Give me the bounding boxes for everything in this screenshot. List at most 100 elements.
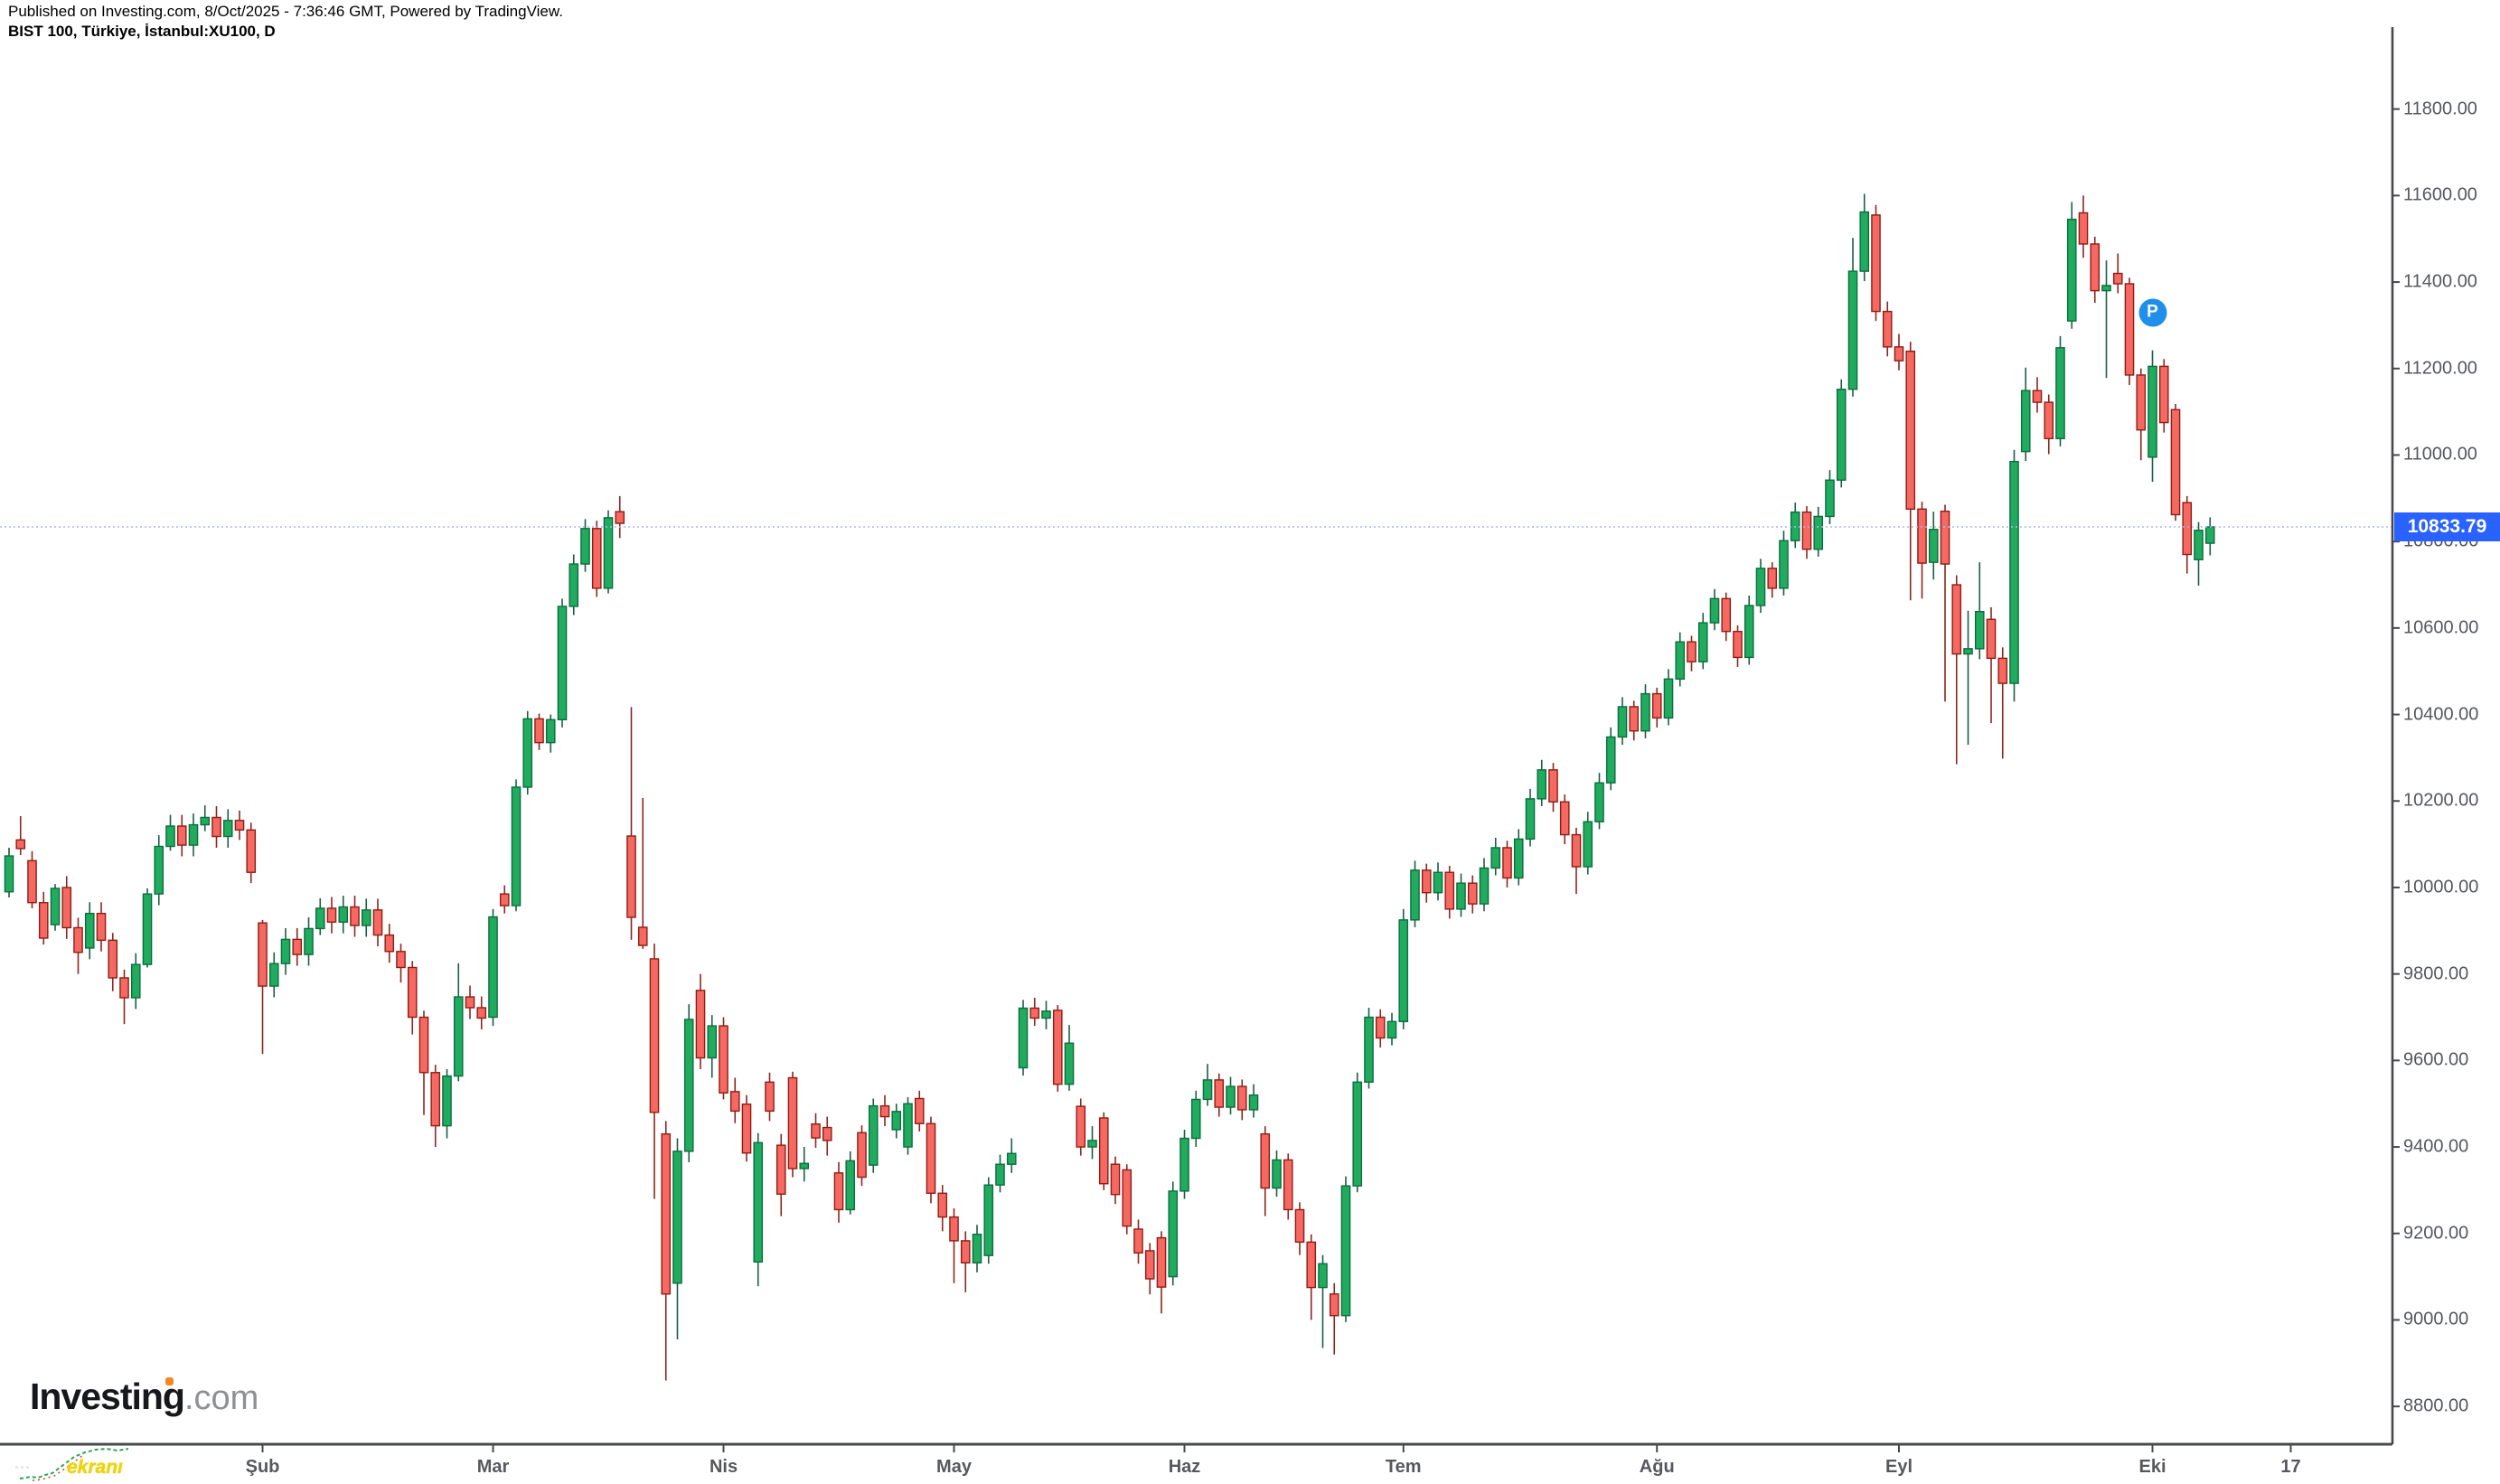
candle-down (1294, 1202, 1305, 1255)
candle-down (1052, 1005, 1063, 1092)
candle-down (2112, 253, 2123, 294)
price-tick-label: 11600.00 (2403, 184, 2477, 205)
candle-down (1721, 592, 1732, 642)
candle-up (154, 835, 164, 906)
investing-logo-com: .com (183, 1379, 259, 1417)
candle-up (2066, 202, 2077, 329)
time-tick-label: Haz (1168, 1457, 1201, 1477)
candle-down (2090, 236, 2101, 304)
candle-up (2055, 335, 2065, 446)
candle-down (1548, 763, 1558, 812)
candle-down (960, 1231, 971, 1292)
candle-down (1882, 301, 1893, 357)
candle-up (442, 1068, 452, 1139)
logo-orange-dot-icon (165, 1377, 174, 1385)
time-tick-label: Nis (709, 1457, 738, 1477)
candle-down (430, 1065, 441, 1148)
candle-up (1479, 858, 1490, 912)
candle-up (1318, 1254, 1328, 1348)
candle-down (695, 973, 706, 1069)
candle-up (1248, 1084, 1259, 1118)
event-marker-p[interactable]: P (2138, 298, 2166, 327)
candle-up (1364, 1007, 1374, 1089)
candle-up (222, 809, 233, 848)
candle-down (1940, 504, 1950, 702)
candle-up (1928, 512, 1939, 580)
candle-down (2182, 495, 2193, 574)
candle-down (396, 944, 406, 983)
candle-down (729, 1077, 740, 1123)
candle-up (1825, 470, 1835, 525)
candle-up (84, 902, 95, 960)
candle-down (2136, 368, 2147, 461)
candle-down (418, 1010, 429, 1115)
candle-up (50, 884, 61, 931)
candle-up (707, 1015, 718, 1078)
candle-down (96, 902, 107, 952)
candle-up (1537, 759, 1547, 807)
candle-up (580, 519, 590, 572)
candle-down (1767, 562, 1778, 598)
time-tick-label: Eki (2138, 1457, 2166, 1477)
price-tick-label: 9000.00 (2403, 1309, 2469, 1329)
candle-down (811, 1113, 821, 1149)
candle-down (1951, 575, 1962, 765)
candle-up (511, 779, 522, 912)
candle-down (1156, 1231, 1167, 1314)
price-tick-label: 10600.00 (2403, 617, 2479, 638)
candle-down (1260, 1126, 1271, 1216)
candle-up (672, 1138, 682, 1340)
candle-up (268, 952, 279, 998)
candle-down (1110, 1156, 1121, 1205)
candle-up (1847, 238, 1858, 397)
candle-up (1410, 860, 1420, 927)
candle-up (361, 898, 371, 937)
watermark-ghost-text: ··· (14, 1459, 31, 1477)
candle-down (1236, 1079, 1247, 1121)
investing-logo-text: Investing (30, 1376, 185, 1417)
candle-up (200, 805, 211, 831)
candle-up (1790, 502, 1800, 549)
price-tick-label: 10200.00 (2403, 790, 2479, 811)
candle-up (1180, 1129, 1189, 1199)
candle-up (1352, 1072, 1363, 1193)
candle-down (1467, 875, 1478, 914)
time-tick-label: 17 (2280, 1457, 2301, 1477)
candle-down (2170, 404, 2181, 521)
candle-down (119, 969, 129, 1025)
watermark-sparkline-icon (19, 1447, 129, 1481)
candle-down (1098, 1112, 1109, 1190)
candle-up (453, 963, 464, 1082)
candle-down (949, 1208, 959, 1283)
candle-down (2158, 359, 2169, 433)
candle-down (499, 885, 510, 914)
candle-up (304, 916, 314, 966)
candle-up (2009, 449, 2019, 702)
candle-down (1733, 625, 1743, 667)
candle-down (1871, 204, 1881, 322)
candle-down (615, 495, 625, 539)
candle-down (1329, 1282, 1339, 1355)
candle-down (2124, 277, 2135, 385)
candle-down (534, 713, 544, 750)
candle-down (1905, 342, 1916, 601)
candle-down (476, 996, 487, 1029)
candle-up (903, 1097, 913, 1155)
candle-up (1640, 684, 1650, 738)
candle-up (1663, 669, 1674, 726)
candle-up (995, 1154, 1005, 1193)
candle-down (38, 891, 49, 945)
price-tick-label: 9600.00 (2403, 1049, 2469, 1070)
candle-down (775, 1133, 786, 1216)
candle-down (2078, 195, 2089, 258)
candle-up (2148, 350, 2157, 483)
published-line: Published on Investing.com, 8/Oct/2025 -… (8, 3, 563, 20)
candle-up (4, 847, 14, 897)
candle-down (292, 927, 303, 966)
candle-down (1133, 1219, 1143, 1264)
candle-down (765, 1072, 775, 1122)
candle-up (1836, 379, 1847, 488)
candle-up (1433, 862, 1443, 901)
